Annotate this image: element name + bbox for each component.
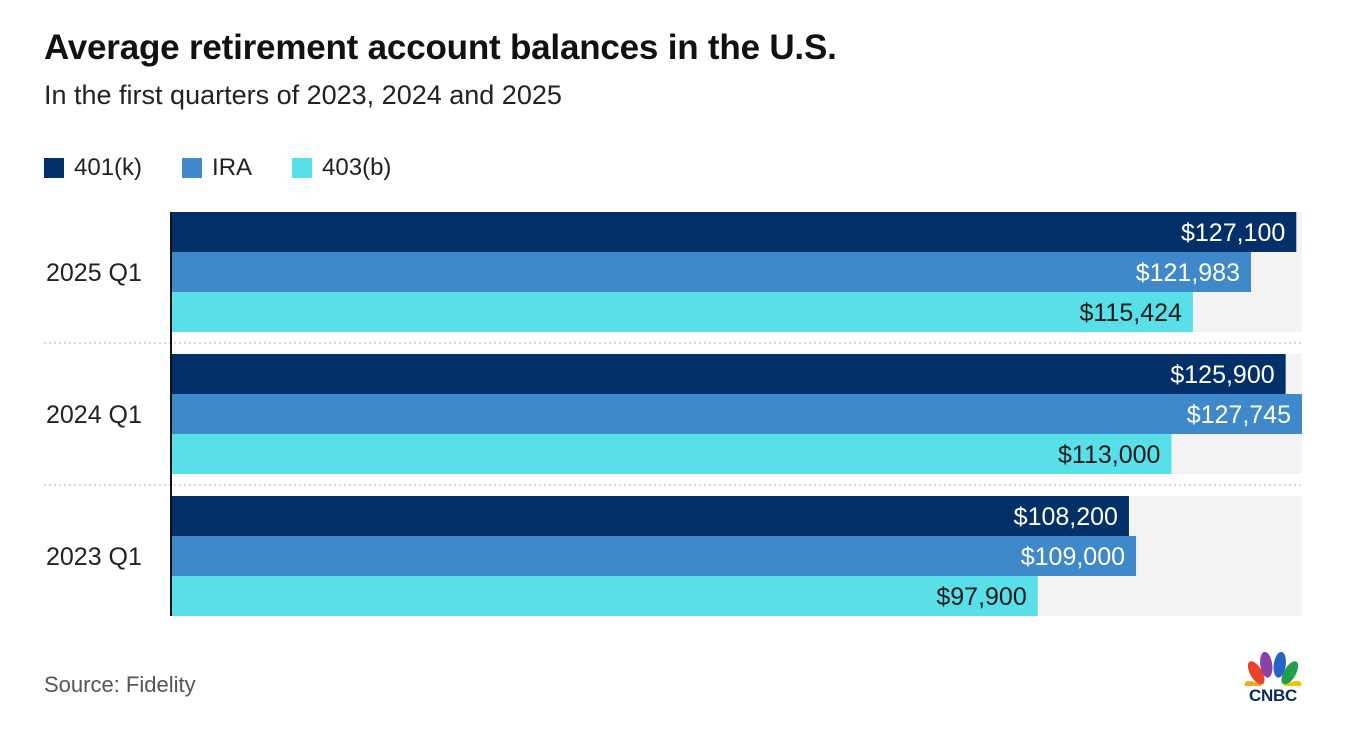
bar-label-403b-2023-q1: $97,900 (936, 583, 1026, 611)
bar-label-401k-2025-q1: $127,100 (1181, 219, 1285, 247)
legend-swatch-401k (44, 158, 64, 178)
legend-item-ira: IRA (182, 154, 252, 182)
legend-item-403b: 403(b) (292, 154, 391, 182)
bar-403b-2023-q1 (171, 576, 1038, 616)
logo-wordmark: CNBC (1249, 686, 1297, 705)
bar-label-403b-2025-q1: $115,424 (1079, 299, 1182, 327)
legend: 401(k) IRA 403(b) (44, 154, 431, 182)
category-label-2025-q1: 2025 Q1 (46, 259, 142, 287)
bar-401k-2023-q1 (171, 496, 1129, 536)
bar-403b-2025-q1 (171, 292, 1193, 332)
bar-label-ira-2025-q1: $121,983 (1136, 259, 1240, 287)
bar-403b-2024-q1 (171, 434, 1172, 474)
bar-ira-2025-q1 (171, 252, 1251, 292)
legend-label-403b: 403(b) (322, 154, 392, 181)
cnbc-logo: CNBC (1240, 651, 1306, 712)
category-label-2024-q1: 2024 Q1 (46, 401, 142, 429)
chart-title: Average retirement account balances in t… (44, 28, 837, 67)
bar-label-401k-2023-q1: $108,200 (1014, 503, 1118, 531)
legend-swatch-ira (182, 158, 203, 178)
bar-ira-2023-q1 (171, 536, 1137, 576)
bar-label-ira-2023-q1: $109,000 (1021, 543, 1125, 571)
chart-subtitle: In the first quarters of 2023, 2024 and … (44, 80, 562, 110)
bar-ira-2024-q1 (171, 394, 1302, 434)
legend-label-401k: 401(k) (74, 154, 143, 181)
peacock-icon (1244, 651, 1302, 698)
legend-swatch-403b (292, 158, 313, 178)
bar-401k-2025-q1 (171, 212, 1297, 252)
category-label-2023-q1: 2023 Q1 (46, 543, 142, 571)
bar-label-403b-2024-q1: $113,000 (1058, 441, 1160, 469)
legend-label-ira: IRA (212, 154, 253, 181)
source-note: Source: Fidelity (44, 672, 196, 697)
bar-401k-2024-q1 (171, 354, 1286, 394)
bar-label-ira-2024-q1: $127,745 (1187, 401, 1291, 429)
legend-item-401k: 401(k) (44, 154, 142, 182)
bar-label-401k-2024-q1: $125,900 (1170, 361, 1274, 389)
